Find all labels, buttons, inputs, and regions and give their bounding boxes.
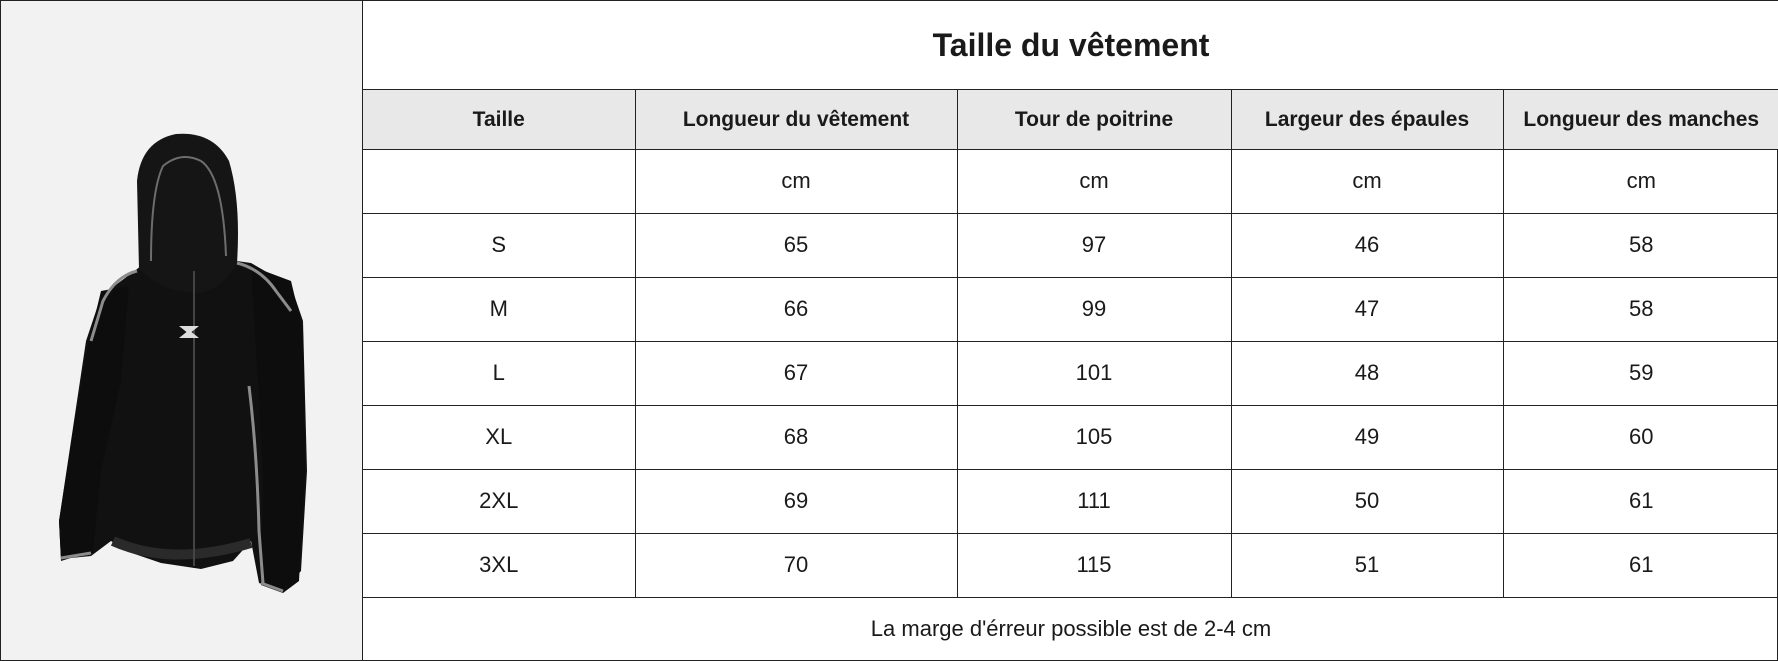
value-cell: 99: [956, 276, 1232, 342]
value-cell: 115: [956, 532, 1232, 598]
value-cell: 66: [634, 276, 958, 342]
product-photo: [1, 1, 363, 660]
hoodie-image: [59, 133, 307, 593]
value-cell: 97: [956, 212, 1232, 278]
header-garment-length: Longueur du vêtement: [634, 89, 958, 150]
value-cell: 111: [956, 468, 1232, 534]
size-cell: S: [363, 212, 636, 278]
table-row: M 66 99 47 58: [363, 276, 1778, 342]
table-row: XL 68 105 49 60: [363, 404, 1778, 470]
value-cell: 49: [1230, 404, 1504, 470]
size-table-area: Taille du vêtement Taille Longueur du vê…: [363, 1, 1778, 660]
size-cell: L: [363, 340, 636, 406]
size-cell: 2XL: [363, 468, 636, 534]
header-shoulder-width: Largeur des épaules: [1230, 89, 1504, 150]
value-cell: 105: [956, 404, 1232, 470]
value-cell: 67: [634, 340, 958, 406]
hoodie-sleeve: [251, 266, 305, 593]
value-cell: 51: [1230, 532, 1504, 598]
table-row: L 67 101 48 59: [363, 340, 1778, 406]
table-row: S 65 97 46 58: [363, 212, 1778, 278]
table-row: 2XL 69 111 50 61: [363, 468, 1778, 534]
unit-cell: [363, 148, 636, 214]
size-cell: 3XL: [363, 532, 636, 598]
value-cell: 47: [1230, 276, 1504, 342]
value-cell: 61: [1502, 532, 1778, 598]
tolerance-note: La marge d'érreur possible est de 2-4 cm: [363, 596, 1778, 660]
brand-logo-icon: [179, 326, 199, 338]
value-cell: 48: [1230, 340, 1504, 406]
header-size: Taille: [363, 89, 636, 150]
value-cell: 46: [1230, 212, 1504, 278]
unit-cell: cm: [634, 148, 958, 214]
unit-cell: cm: [956, 148, 1232, 214]
size-cell: M: [363, 276, 636, 342]
value-cell: 101: [956, 340, 1232, 406]
size-cell: XL: [363, 404, 636, 470]
header-row: Taille Longueur du vêtement Tour de poit…: [363, 89, 1778, 150]
value-cell: 50: [1230, 468, 1504, 534]
value-cell: 58: [1502, 212, 1778, 278]
value-cell: 60: [1502, 404, 1778, 470]
value-cell: 65: [634, 212, 958, 278]
value-cell: 68: [634, 404, 958, 470]
value-cell: 58: [1502, 276, 1778, 342]
header-chest: Tour de poitrine: [956, 89, 1232, 150]
units-row: cm cm cm cm: [363, 148, 1778, 214]
header-sleeve-length: Longueur des manches: [1502, 89, 1778, 150]
value-cell: 59: [1502, 340, 1778, 406]
table-title: Taille du vêtement: [363, 1, 1778, 91]
unit-cell: cm: [1230, 148, 1504, 214]
table-row: 3XL 70 115 51 61: [363, 532, 1778, 598]
value-cell: 70: [634, 532, 958, 598]
value-cell: 61: [1502, 468, 1778, 534]
value-cell: 69: [634, 468, 958, 534]
size-table: Taille du vêtement Taille Longueur du vê…: [363, 1, 1778, 660]
unit-cell: cm: [1502, 148, 1778, 214]
hoodie-hood: [137, 133, 238, 293]
